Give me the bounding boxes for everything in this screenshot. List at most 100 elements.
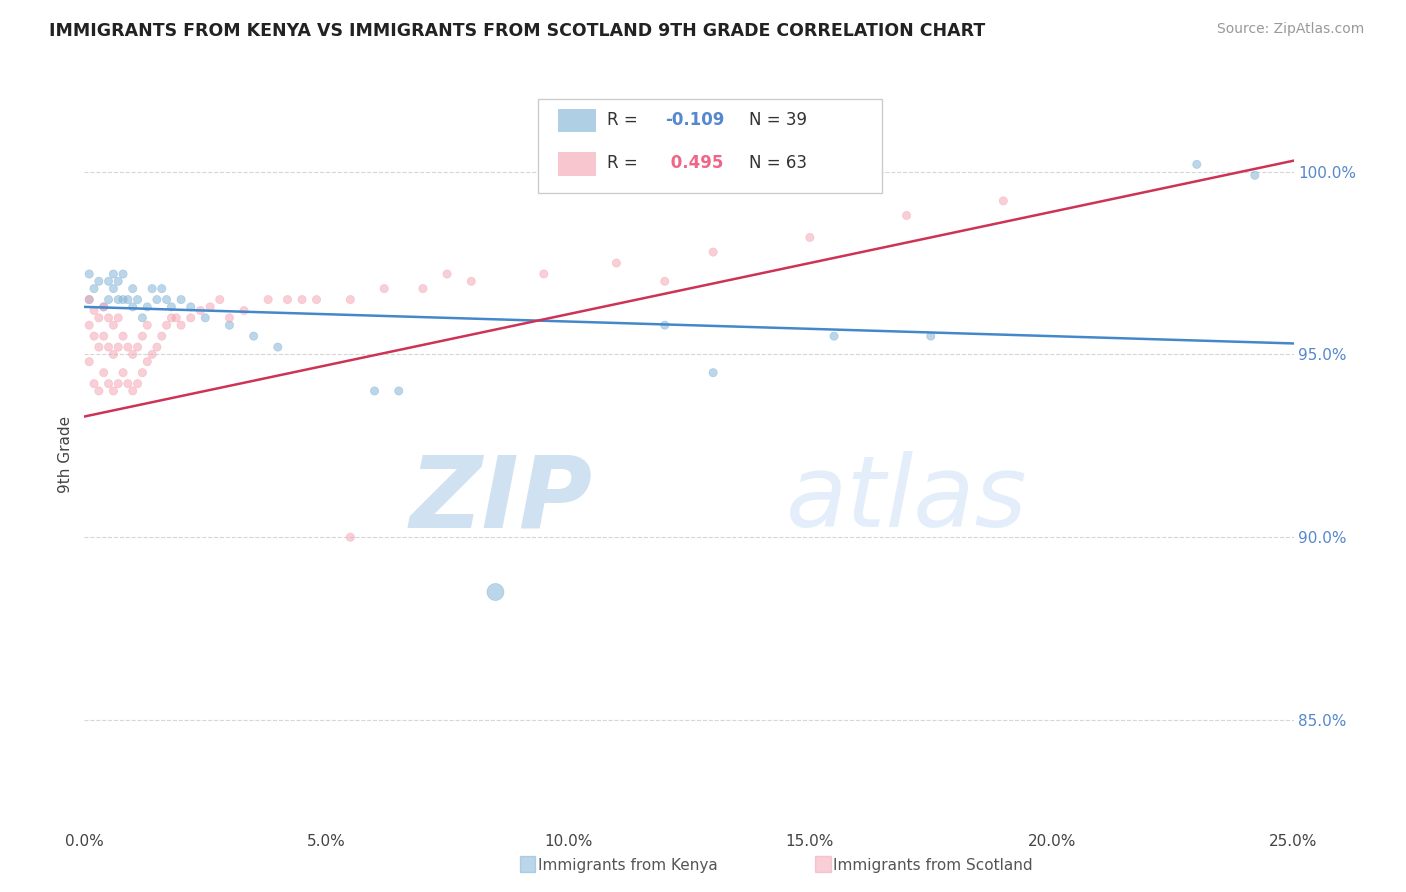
Point xyxy=(194,310,217,325)
Point xyxy=(165,310,187,325)
Text: IMMIGRANTS FROM KENYA VS IMMIGRANTS FROM SCOTLAND 9TH GRADE CORRELATION CHART: IMMIGRANTS FROM KENYA VS IMMIGRANTS FROM… xyxy=(49,22,986,40)
Point xyxy=(107,340,129,354)
Bar xyxy=(558,153,595,175)
Text: atlas: atlas xyxy=(786,451,1028,549)
Point xyxy=(97,293,120,307)
Point xyxy=(150,329,173,343)
Point xyxy=(117,376,139,391)
Point xyxy=(97,340,120,354)
Point xyxy=(103,282,125,296)
Point xyxy=(276,293,298,307)
Point xyxy=(112,267,135,281)
Point xyxy=(93,300,115,314)
Point xyxy=(103,347,125,361)
Point xyxy=(339,293,361,307)
Point xyxy=(218,318,240,333)
Point xyxy=(155,318,177,333)
Point xyxy=(131,329,153,343)
Point xyxy=(87,384,110,398)
Point xyxy=(136,300,159,314)
Point xyxy=(896,209,918,223)
Point xyxy=(83,329,105,343)
Text: Immigrants from Scotland: Immigrants from Scotland xyxy=(834,858,1033,873)
Point xyxy=(77,293,100,307)
Point xyxy=(702,366,724,380)
Point xyxy=(654,274,676,288)
Point xyxy=(127,340,149,354)
Point xyxy=(103,384,125,398)
Point xyxy=(363,384,385,398)
Point xyxy=(170,318,193,333)
Point xyxy=(242,329,264,343)
Y-axis label: 9th Grade: 9th Grade xyxy=(58,417,73,493)
Point xyxy=(702,245,724,260)
Point xyxy=(605,256,627,270)
Point xyxy=(198,300,221,314)
Point xyxy=(112,366,135,380)
Point xyxy=(112,329,135,343)
Text: Immigrants from Kenya: Immigrants from Kenya xyxy=(538,858,717,873)
Point xyxy=(484,585,506,599)
Point xyxy=(208,293,231,307)
Point xyxy=(291,293,314,307)
Point xyxy=(107,376,129,391)
Bar xyxy=(558,109,595,131)
Point xyxy=(121,300,143,314)
Point xyxy=(83,303,105,318)
Point xyxy=(136,355,159,369)
Point xyxy=(93,366,115,380)
Point xyxy=(77,293,100,307)
Text: 0.495: 0.495 xyxy=(665,154,723,172)
Point xyxy=(180,300,202,314)
Point xyxy=(93,300,115,314)
Point xyxy=(339,530,361,544)
Point xyxy=(112,293,135,307)
Text: R =: R = xyxy=(607,154,637,172)
Point xyxy=(97,274,120,288)
Point xyxy=(993,194,1015,208)
Point xyxy=(412,282,434,296)
Point xyxy=(160,300,183,314)
Point xyxy=(83,376,105,391)
FancyBboxPatch shape xyxy=(538,99,883,193)
Point xyxy=(920,329,942,343)
Point xyxy=(1243,169,1265,183)
Point xyxy=(373,282,395,296)
Point xyxy=(87,274,110,288)
Point xyxy=(117,340,139,354)
Point xyxy=(131,366,153,380)
Point xyxy=(83,282,105,296)
Point xyxy=(257,293,280,307)
Point xyxy=(233,303,256,318)
Point xyxy=(87,340,110,354)
Point xyxy=(190,303,212,318)
Text: R =: R = xyxy=(607,111,637,129)
Point xyxy=(136,318,159,333)
Point xyxy=(127,376,149,391)
Point xyxy=(77,318,100,333)
Point xyxy=(160,310,183,325)
Point xyxy=(146,340,169,354)
Point xyxy=(180,310,202,325)
Point xyxy=(93,329,115,343)
Point xyxy=(141,347,163,361)
Point xyxy=(388,384,411,398)
Point xyxy=(654,318,676,333)
Point xyxy=(170,293,193,307)
Text: N = 39: N = 39 xyxy=(749,111,807,129)
Point xyxy=(305,293,328,307)
Point xyxy=(267,340,290,354)
Point xyxy=(460,274,482,288)
Point xyxy=(150,282,173,296)
Text: N = 63: N = 63 xyxy=(749,154,807,172)
Point xyxy=(141,282,163,296)
Point xyxy=(127,293,149,307)
Point xyxy=(77,267,100,281)
Point xyxy=(436,267,458,281)
Point xyxy=(823,329,845,343)
Point xyxy=(117,293,139,307)
Point xyxy=(121,347,143,361)
Point xyxy=(121,282,143,296)
Text: ZIP: ZIP xyxy=(409,451,592,549)
Text: Source: ZipAtlas.com: Source: ZipAtlas.com xyxy=(1216,22,1364,37)
